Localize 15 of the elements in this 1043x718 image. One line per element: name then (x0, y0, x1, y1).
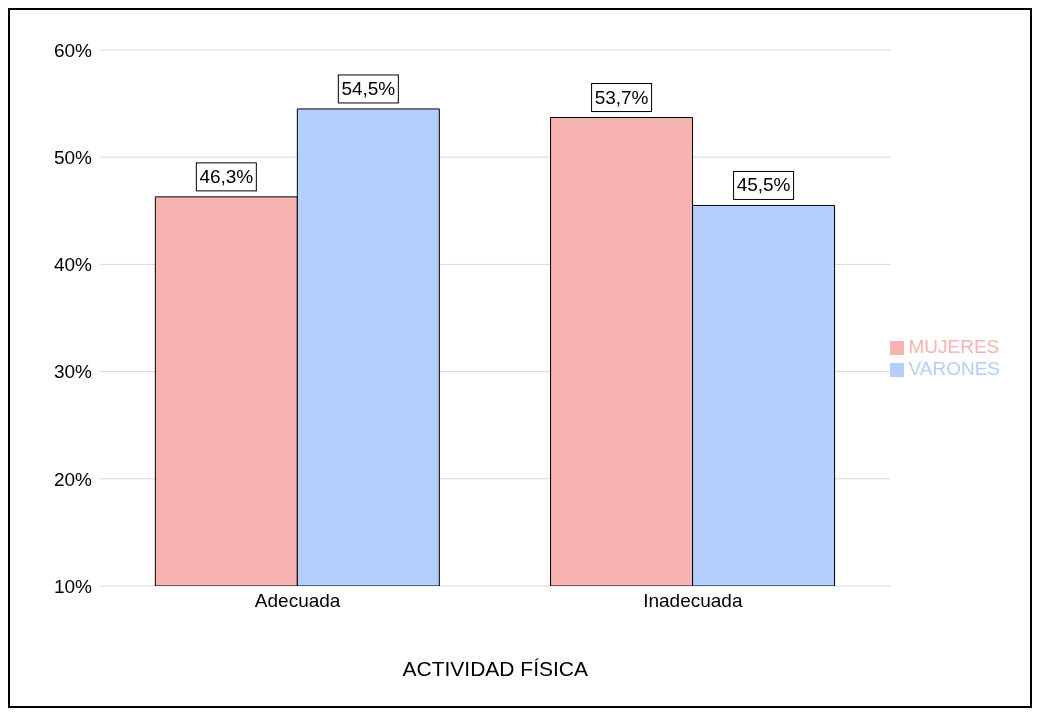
data-label: 54,5% (341, 77, 396, 99)
data-label: 46,3% (199, 165, 254, 187)
x-tick-label: Adecuada (254, 590, 341, 612)
data-label: 53,7% (594, 86, 649, 108)
y-tick-label: 40% (53, 254, 93, 276)
x-tick-label: Inadecuada (643, 590, 743, 612)
y-tick-label: 30% (53, 361, 93, 383)
y-tick-label: 60% (53, 39, 93, 61)
legend-label: VARONES (908, 358, 1000, 379)
y-tick-label: 50% (53, 146, 93, 168)
y-tick-label: 10% (53, 575, 93, 597)
data-label: 45,5% (736, 174, 791, 196)
legend-label: MUJERES (908, 336, 1000, 357)
x-axis-title: ACTIVIDAD FÍSICA (402, 657, 589, 680)
y-tick-label: 20% (53, 468, 93, 490)
